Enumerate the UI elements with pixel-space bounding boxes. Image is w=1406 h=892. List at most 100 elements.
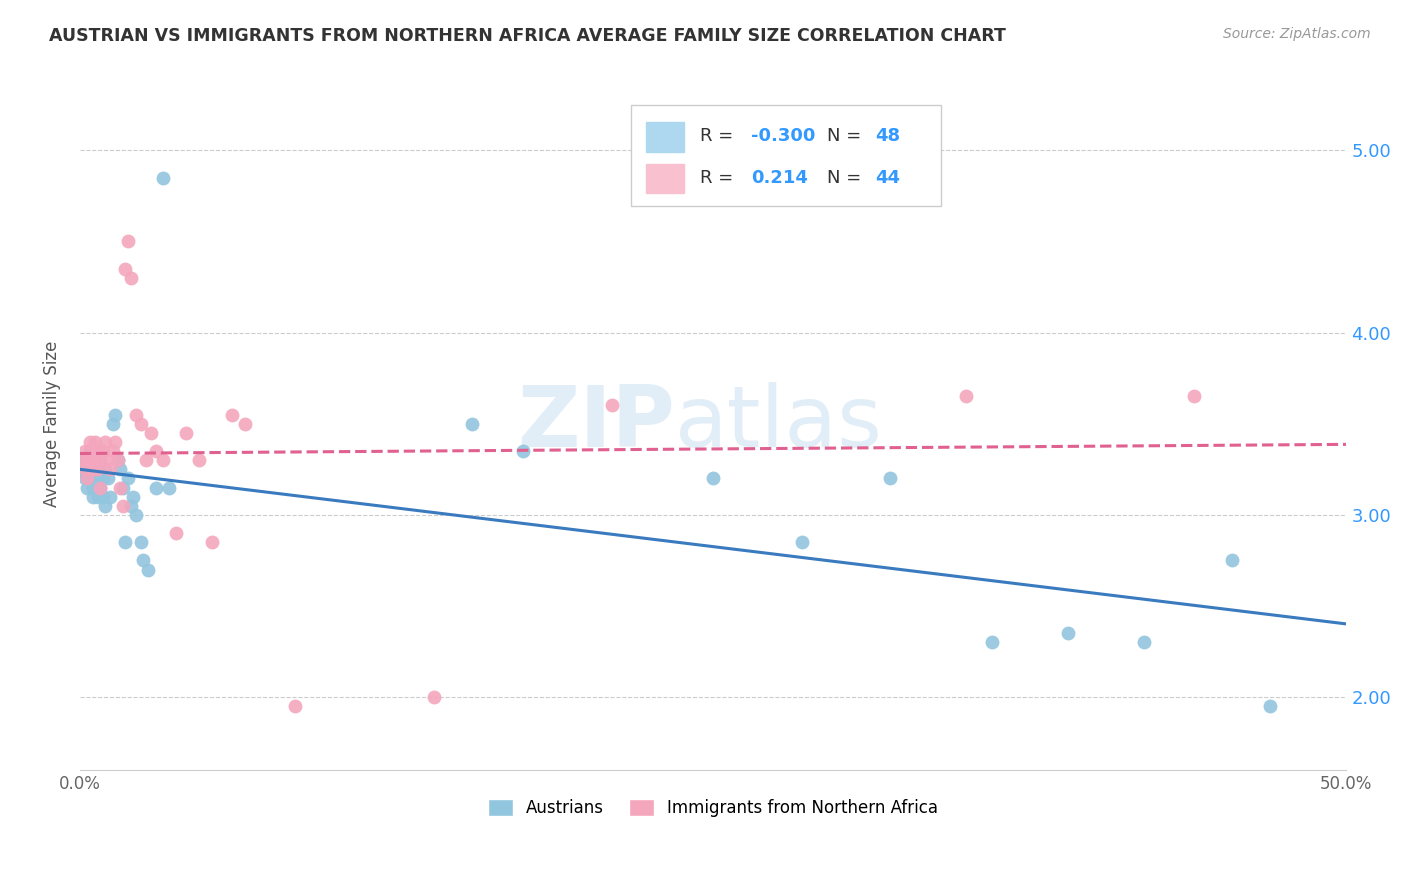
- Point: [84, 434, 107, 449]
- Text: R =: R =: [700, 128, 740, 145]
- Point: [110, 462, 132, 476]
- Point: [233, 417, 256, 431]
- Point: [94, 499, 117, 513]
- Point: [129, 417, 152, 431]
- Point: [1222, 553, 1244, 567]
- Point: [129, 535, 152, 549]
- FancyBboxPatch shape: [631, 105, 941, 205]
- Text: atlas: atlas: [675, 382, 883, 466]
- Point: [120, 499, 142, 513]
- Point: [284, 699, 307, 714]
- Point: [104, 408, 127, 422]
- Point: [111, 499, 134, 513]
- Point: [76, 462, 98, 476]
- Point: [91, 490, 114, 504]
- Point: [72, 462, 94, 476]
- Point: [84, 471, 107, 485]
- Text: AUSTRIAN VS IMMIGRANTS FROM NORTHERN AFRICA AVERAGE FAMILY SIZE CORRELATION CHAR: AUSTRIAN VS IMMIGRANTS FROM NORTHERN AFR…: [49, 27, 1007, 45]
- Point: [702, 471, 724, 485]
- Point: [132, 553, 155, 567]
- Point: [110, 481, 132, 495]
- Point: [187, 453, 209, 467]
- Point: [1260, 699, 1282, 714]
- Point: [955, 389, 977, 403]
- Point: [89, 481, 111, 495]
- Point: [82, 462, 104, 476]
- Point: [145, 481, 167, 495]
- Point: [79, 453, 101, 467]
- Point: [1056, 626, 1078, 640]
- Point: [1132, 635, 1154, 649]
- Point: [139, 425, 162, 440]
- Point: [98, 462, 121, 476]
- Point: [165, 526, 187, 541]
- Point: [600, 399, 623, 413]
- Y-axis label: Average Family Size: Average Family Size: [44, 341, 60, 507]
- Point: [114, 535, 136, 549]
- Point: [790, 535, 813, 549]
- Point: [91, 471, 114, 485]
- Point: [94, 434, 117, 449]
- Point: [82, 481, 104, 495]
- Point: [86, 462, 108, 476]
- Point: [79, 444, 101, 458]
- Point: [145, 444, 167, 458]
- Point: [221, 408, 243, 422]
- Point: [94, 462, 117, 476]
- Point: [174, 425, 197, 440]
- Point: [86, 462, 108, 476]
- Point: [79, 434, 101, 449]
- Point: [120, 271, 142, 285]
- Point: [98, 490, 121, 504]
- Point: [879, 471, 901, 485]
- Point: [101, 417, 124, 431]
- Point: [135, 453, 157, 467]
- Text: -0.300: -0.300: [751, 128, 815, 145]
- Point: [423, 690, 446, 704]
- Point: [117, 235, 139, 249]
- Point: [89, 453, 111, 467]
- Point: [157, 481, 180, 495]
- Text: N =: N =: [827, 169, 868, 186]
- Text: ZIP: ZIP: [517, 382, 675, 466]
- Text: N =: N =: [827, 128, 868, 145]
- Point: [124, 408, 146, 422]
- Point: [86, 444, 108, 458]
- Bar: [645, 164, 683, 193]
- Point: [122, 490, 145, 504]
- Point: [200, 535, 222, 549]
- Point: [89, 453, 111, 467]
- Text: 0.214: 0.214: [751, 169, 808, 186]
- Point: [980, 635, 1002, 649]
- Point: [73, 471, 96, 485]
- Point: [104, 434, 127, 449]
- Text: 48: 48: [876, 128, 900, 145]
- Point: [107, 453, 129, 467]
- Legend: Austrians, Immigrants from Northern Africa: Austrians, Immigrants from Northern Afri…: [481, 792, 945, 824]
- Point: [73, 462, 96, 476]
- Point: [73, 453, 96, 467]
- Point: [91, 444, 114, 458]
- Point: [512, 444, 534, 458]
- Point: [97, 453, 120, 467]
- Point: [86, 490, 108, 504]
- Text: Source: ZipAtlas.com: Source: ZipAtlas.com: [1223, 27, 1371, 41]
- Point: [82, 453, 104, 467]
- Point: [72, 453, 94, 467]
- Point: [73, 444, 96, 458]
- Point: [84, 453, 107, 467]
- Point: [111, 481, 134, 495]
- Point: [117, 471, 139, 485]
- Point: [97, 471, 120, 485]
- Text: 44: 44: [876, 169, 900, 186]
- Point: [124, 508, 146, 522]
- Point: [82, 444, 104, 458]
- Point: [152, 453, 174, 467]
- Point: [1184, 389, 1206, 403]
- Bar: [645, 122, 683, 152]
- Point: [82, 490, 104, 504]
- Point: [76, 453, 98, 467]
- Point: [79, 471, 101, 485]
- Point: [89, 481, 111, 495]
- Point: [84, 453, 107, 467]
